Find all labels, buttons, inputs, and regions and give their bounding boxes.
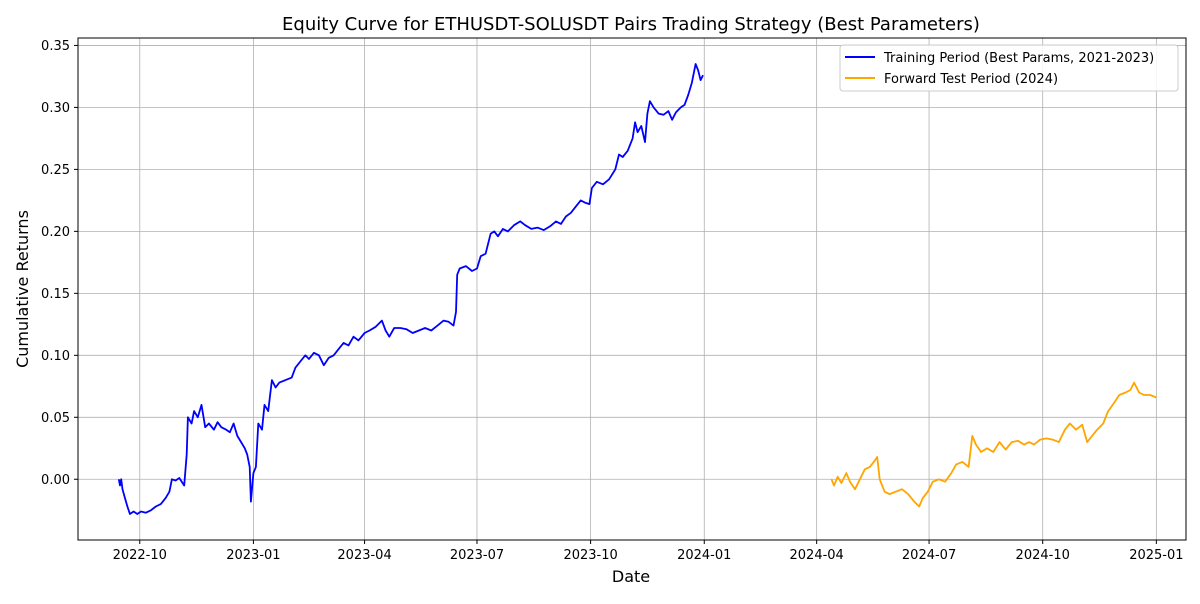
forward-test-line xyxy=(830,381,1157,508)
x-tick-label: 2024-01 xyxy=(677,548,731,563)
x-tick-label: 2024-07 xyxy=(902,548,956,563)
x-tick-label: 2023-07 xyxy=(450,548,504,563)
y-tick-label: 0.30 xyxy=(41,101,70,116)
y-tick-label: 0.15 xyxy=(41,287,70,302)
x-tick-label: 2022-10 xyxy=(113,548,167,563)
plot-area-frame xyxy=(77,37,1187,541)
y-tick-label: 0.05 xyxy=(41,411,70,426)
training-period-line xyxy=(117,63,704,515)
x-tick-label: 2024-04 xyxy=(790,548,844,563)
x-tick-label: 2023-04 xyxy=(337,548,391,563)
legend-box xyxy=(839,44,1179,92)
y-tick-label: 0.00 xyxy=(41,473,70,488)
y-tick-label: 0.10 xyxy=(41,349,70,364)
chart-title: Equity Curve for ETHUSDT-SOLUSDT Pairs T… xyxy=(282,14,980,35)
y-axis-label: Cumulative Returns xyxy=(13,210,32,368)
y-tick-label: 0.35 xyxy=(41,39,70,54)
x-tick-label: 2023-01 xyxy=(226,548,280,563)
y-tick-label: 0.20 xyxy=(41,225,70,240)
x-axis-ticks: 2022-10 2023-01 2023-04 2023-07 2023-10 2024-… xyxy=(113,540,1184,563)
x-tick-label: 2025-01 xyxy=(1129,548,1183,563)
y-axis-ticks: 0.00 0.05 0.10 0.15 0.20 0.25 0.30 0.35 xyxy=(41,39,78,488)
legend-label-forward-test: Forward Test Period (2024) xyxy=(884,72,1058,87)
legend-label-training: Training Period (Best Params, 2021-2023) xyxy=(883,51,1154,66)
x-tick-label: 2023-10 xyxy=(563,548,617,563)
x-tick-label: 2024-10 xyxy=(1016,548,1070,563)
series-lines xyxy=(117,63,1157,515)
y-tick-label: 0.25 xyxy=(41,163,70,178)
x-axis-label: Date xyxy=(612,567,650,586)
legend: Training Period (Best Params, 2021-2023)… xyxy=(839,44,1179,92)
grid-lines xyxy=(78,38,1186,540)
